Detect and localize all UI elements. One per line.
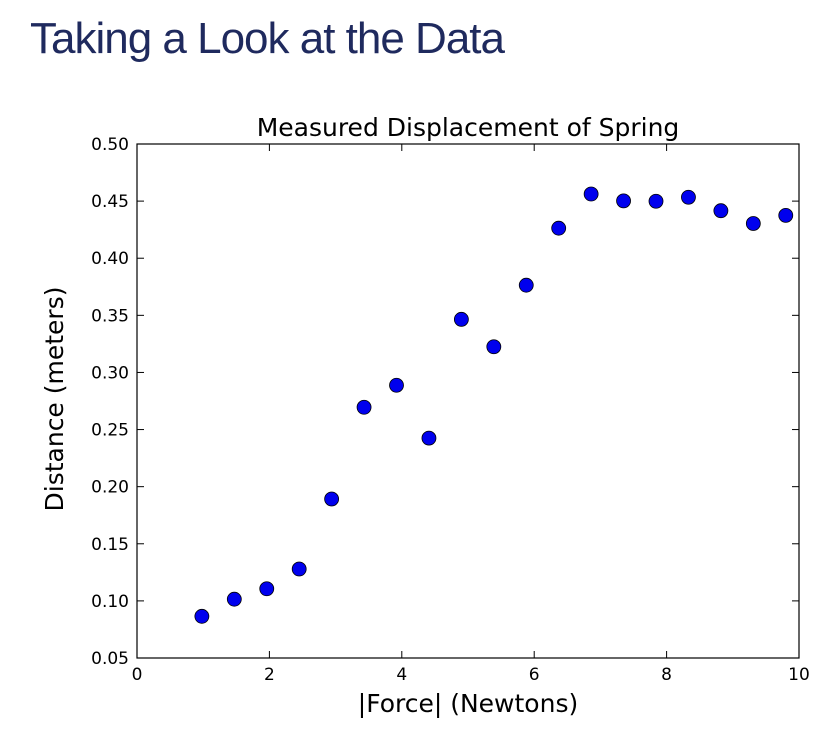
- y-tick-label: 0.50: [91, 135, 129, 155]
- x-tick-label: 2: [264, 665, 275, 685]
- y-axis-label: Distance (meters): [40, 287, 69, 512]
- data-point: [486, 339, 502, 355]
- chart-title: Measured Displacement of Spring: [257, 113, 680, 142]
- data-point: [356, 399, 372, 415]
- data-point: [778, 207, 794, 223]
- y-tick-label: 0.10: [91, 592, 129, 612]
- y-tick-label: 0.05: [91, 649, 129, 669]
- slide-title: Taking a Look at the Data: [30, 14, 505, 63]
- data-point: [194, 608, 210, 624]
- y-tick-label: 0.25: [91, 421, 129, 441]
- y-tick-label: 0.20: [91, 478, 129, 498]
- y-tick-label: 0.45: [91, 192, 129, 212]
- y-tick-label: 0.30: [91, 363, 129, 383]
- x-tick-label: 0: [132, 665, 143, 685]
- data-point: [453, 311, 469, 327]
- data-point: [259, 581, 275, 597]
- y-tick-label: 0.15: [91, 535, 129, 555]
- x-axis-label: |Force| (Newtons): [358, 689, 578, 718]
- x-tick-label: 8: [661, 665, 672, 685]
- plot-area: 0 2 4 6 8 10 0.05 0.10 0.15 0.20 0.25 0.30 0.35 0.40 0…: [91, 135, 810, 685]
- data-point: [291, 561, 307, 577]
- data-point: [421, 430, 437, 446]
- x-tick-label: 6: [529, 665, 540, 685]
- data-point: [713, 203, 729, 219]
- data-point: [226, 591, 242, 607]
- y-tick-label: 0.35: [91, 306, 129, 326]
- y-tick-label: 0.40: [91, 249, 129, 269]
- data-point: [648, 193, 664, 209]
- data-point: [616, 193, 631, 209]
- data-point: [551, 220, 567, 236]
- data-point: [324, 491, 340, 507]
- plot-frame: [136, 143, 800, 659]
- data-point: [389, 377, 404, 393]
- x-tick-label: 4: [396, 665, 407, 685]
- data-point: [518, 277, 534, 293]
- x-tick-label: 10: [788, 665, 810, 685]
- data-point: [681, 189, 696, 205]
- data-point: [583, 186, 599, 202]
- data-point: [745, 216, 761, 231]
